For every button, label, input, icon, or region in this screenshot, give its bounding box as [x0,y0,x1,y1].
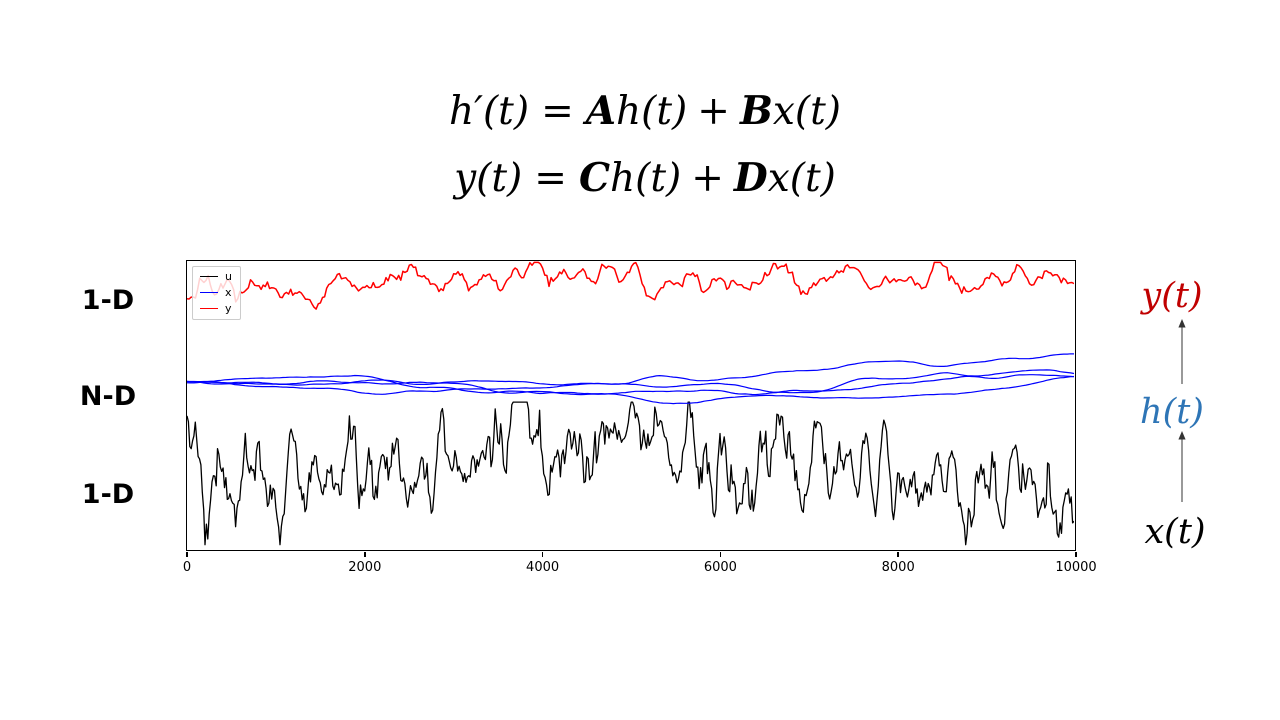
legend-line-x-icon [200,292,218,293]
equation-state: h′(t) = Ah(t) + Bx(t) [0,78,1280,145]
legend-label-u: u [225,270,232,283]
x-tick-label: 8000 [881,560,915,575]
x-tick-label: 10000 [1055,560,1097,575]
series-u-line [187,401,1074,546]
eq1-matrix-B: B [739,88,773,134]
x-tick-mark [897,552,899,557]
legend-entry-y: y [200,302,232,315]
eq1-lhs: h′(t) [448,89,530,134]
eq1-matrix-A: A [585,88,617,134]
legend-entry-u: u [200,270,232,283]
x-tick-label: 0 [182,560,192,575]
flow-label-input: x(t) [1144,512,1206,552]
x-tick-label: 4000 [526,560,560,575]
eq2-matrix-D: D [733,155,768,201]
eq2-lhs: y(t) [454,156,523,201]
dim-label-input-1d: 1-D [81,479,135,510]
arrow-up-h-to-y-icon [1178,319,1186,384]
eq1-term2: x(t) [772,89,842,134]
eq2-term2: x(t) [767,156,836,201]
plot-legend: u x y [192,266,241,320]
flow-label-output: y(t) [1141,276,1203,316]
legend-entry-x: x [200,286,232,299]
flow-label-state: h(t) [1140,392,1204,432]
x-tick-mark [364,552,366,557]
legend-line-y-icon [200,308,218,309]
eq2-plus: + [691,156,724,201]
eq1-equals: = [541,89,574,134]
x-tick-label: 6000 [703,560,737,575]
eq2-term1: h(t) [610,156,682,201]
equation-output: y(t) = Ch(t) + Dx(t) [0,145,1280,212]
legend-line-u-icon [200,276,218,277]
x-tick-mark [719,552,722,557]
series-x-line [187,374,1074,396]
eq2-matrix-C: C [578,155,610,201]
x-tick-mark [186,552,188,557]
series-x-line [187,369,1074,394]
dim-label-state-nd: N-D [79,381,137,412]
legend-label-x: x [225,286,232,299]
signal-plot-canvas [187,261,1074,546]
eq1-plus: + [697,89,730,134]
signal-plot: u x y [186,260,1076,551]
arrow-up-x-to-h-icon [1178,431,1186,502]
x-tick-mark [541,552,544,557]
equation-block: h′(t) = Ah(t) + Bx(t) y(t) = Ch(t) + Dx(t) [0,78,1280,212]
x-tick-mark [1075,552,1077,557]
dim-label-output-1d: 1-D [81,285,135,316]
series-x-line [187,374,1074,405]
x-tick-label: 2000 [348,560,382,575]
series-x-line [187,353,1074,395]
eq1-term1: h(t) [616,89,688,134]
eq2-equals: = [534,156,567,201]
legend-label-y: y [225,302,232,315]
series-y-line [187,261,1074,310]
